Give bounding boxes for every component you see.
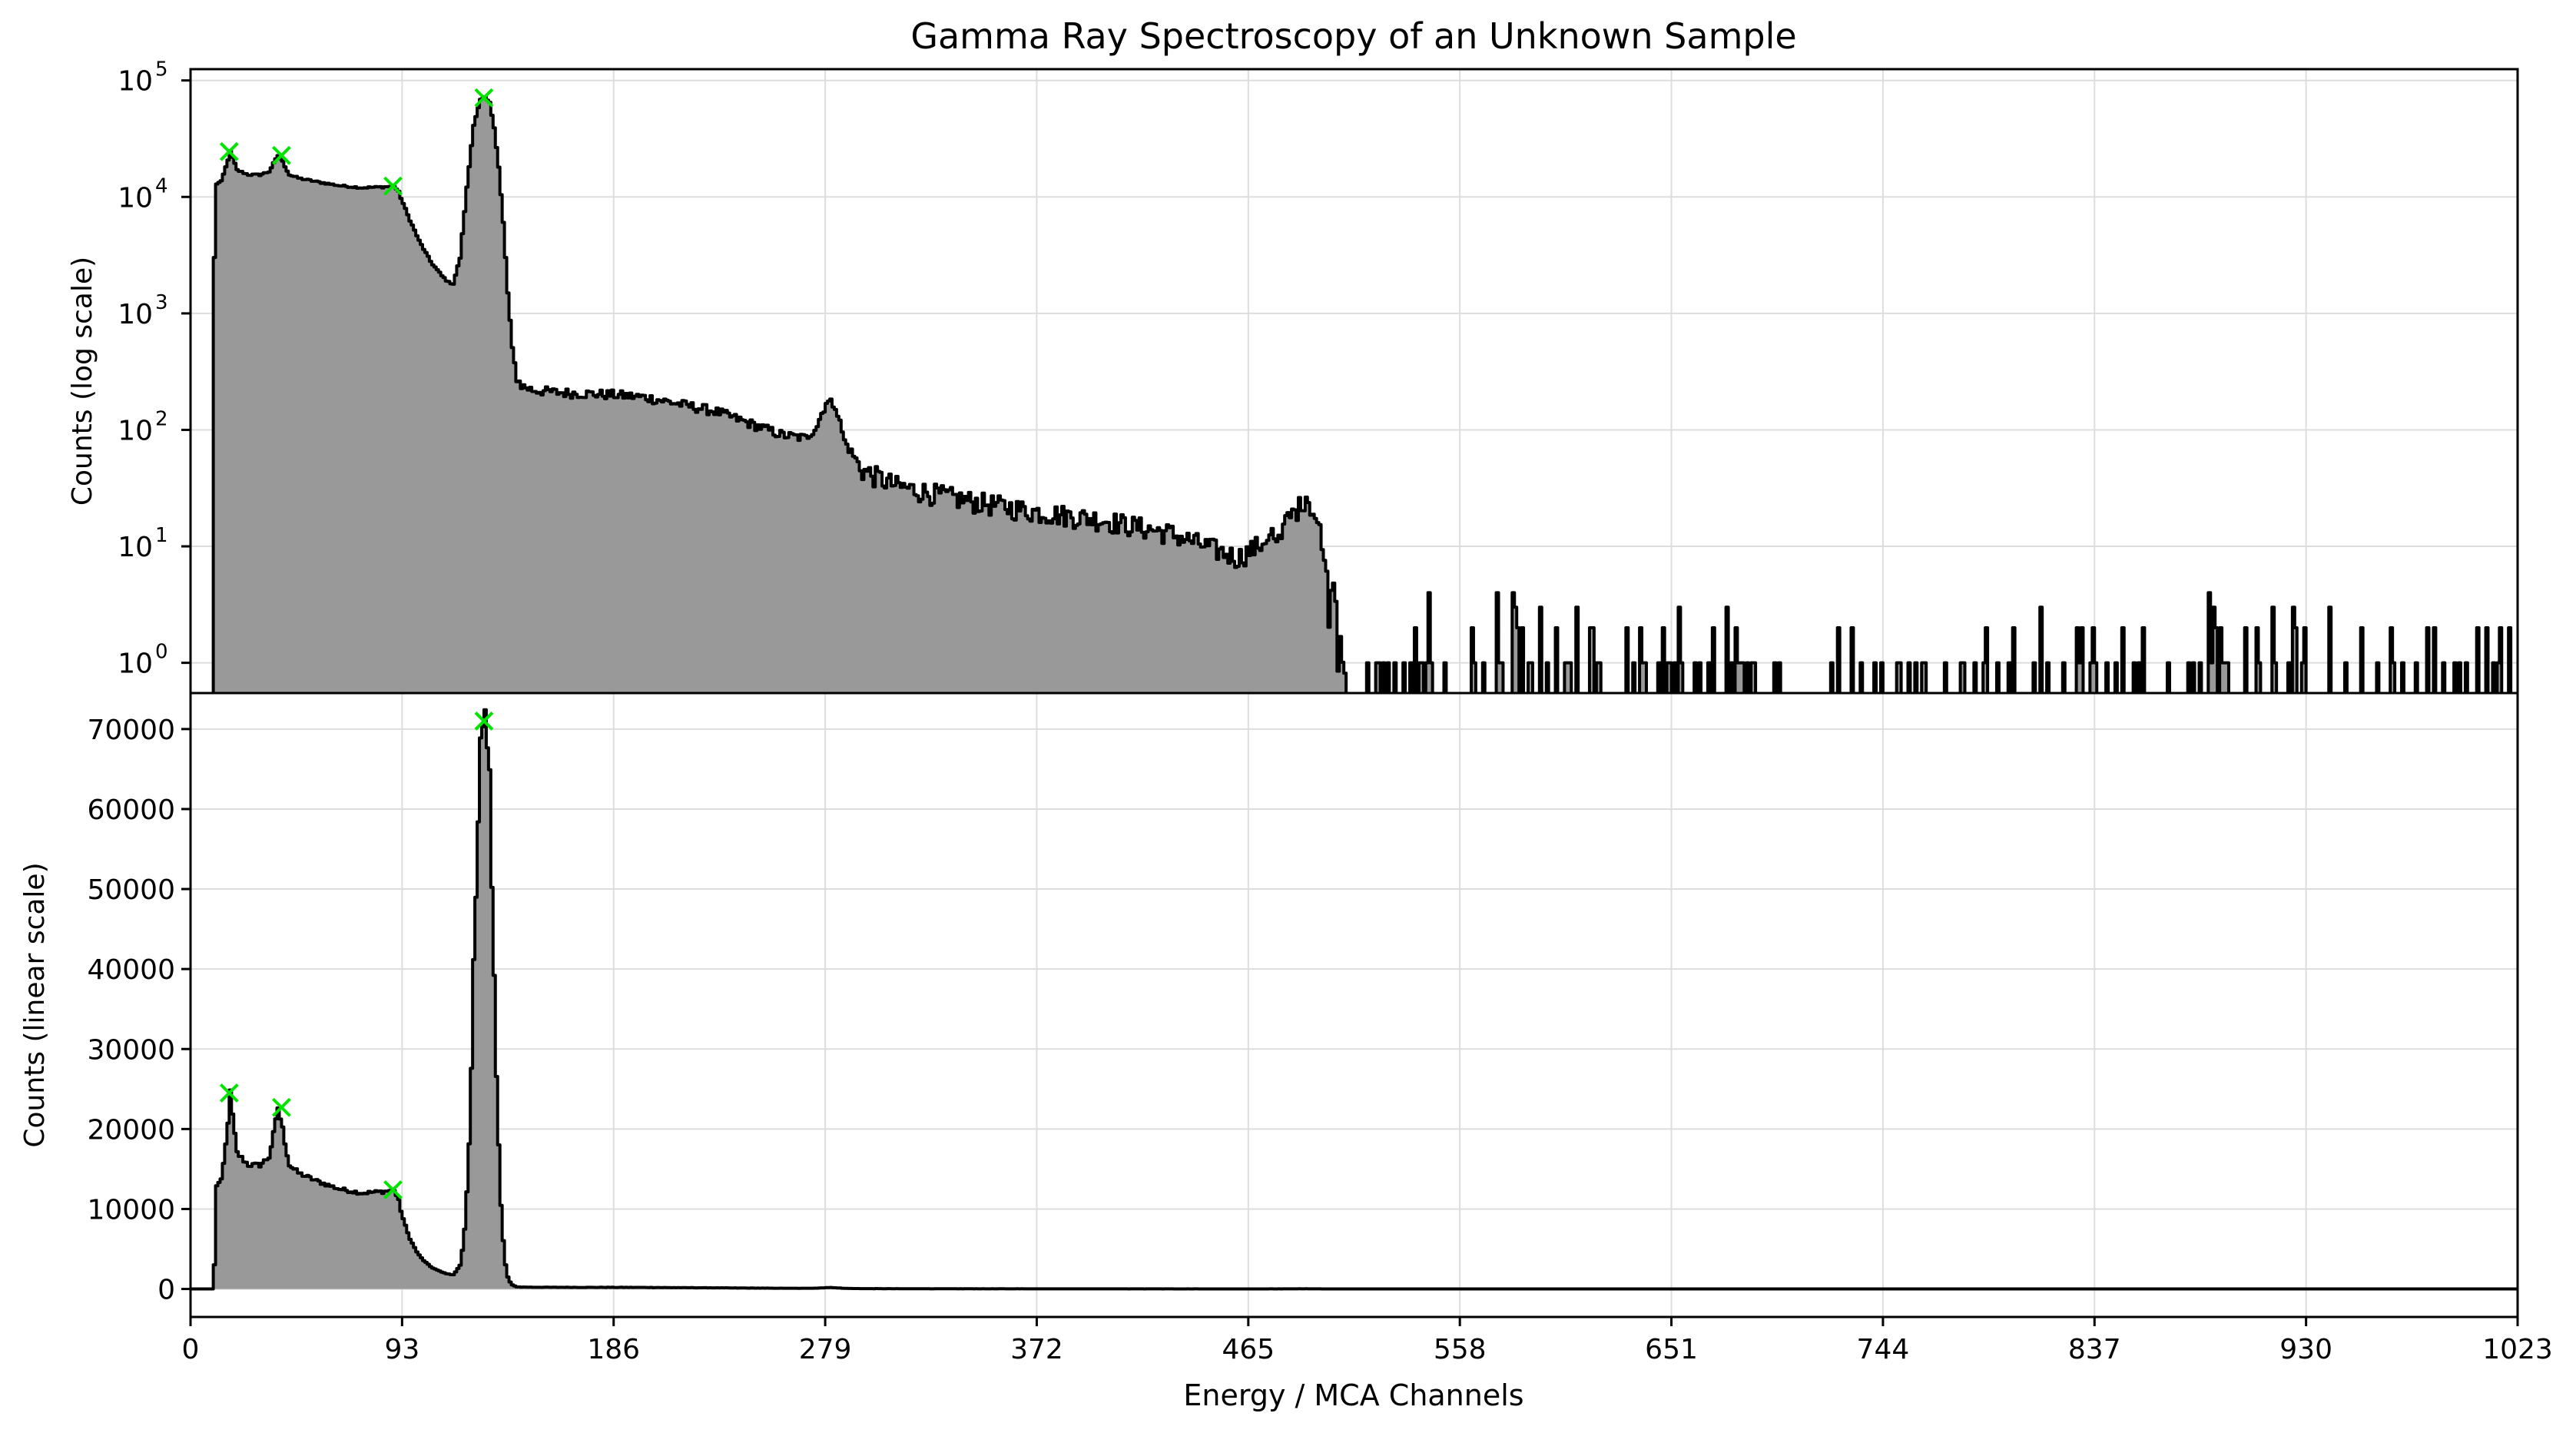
log-panel-y-axis-label: Counts (log scale) xyxy=(67,257,98,506)
log-y-tick-label: 10 xyxy=(118,648,153,680)
log-y-tick-exponent: 3 xyxy=(155,291,168,314)
linear-y-tick-label: 10000 xyxy=(87,1194,175,1226)
linear-y-tick-label: 20000 xyxy=(87,1114,175,1146)
log-spectrum-area xyxy=(191,96,2518,701)
peak-marker-stroke xyxy=(383,1180,403,1199)
peak-marker-stroke xyxy=(272,145,291,165)
log-y-tick-exponent: 2 xyxy=(155,407,168,430)
log-panel-plot-area xyxy=(191,95,2518,704)
peak-marker-stroke xyxy=(383,176,403,196)
x-tick-label: 93 xyxy=(384,1334,419,1365)
log-panel-grid xyxy=(190,69,2518,693)
linear-panel-y-ticks: 0 10000 20000 30000 40000 50000 60000 70000 xyxy=(87,715,191,1306)
linear-y-tick-label: 30000 xyxy=(87,1034,175,1066)
x-tick-label: 837 xyxy=(2068,1334,2121,1365)
log-panel-peak-markers xyxy=(219,88,494,196)
linear-peak-marker xyxy=(219,1083,239,1103)
log-spectrum-line xyxy=(191,95,2518,702)
log-peak-marker xyxy=(219,141,239,161)
linear-y-tick-label: 70000 xyxy=(87,715,175,746)
log-y-tick-label: 10 xyxy=(118,299,153,330)
peak-marker-stroke xyxy=(474,88,494,108)
log-y-tick-exponent: 4 xyxy=(155,174,168,197)
linear-y-tick-label: 50000 xyxy=(87,874,175,906)
log-y-tick-exponent: 1 xyxy=(155,524,168,547)
linear-panel-plot-area xyxy=(191,708,2518,1291)
log-y-tick-label: 10 xyxy=(118,66,153,98)
x-tick-label: 372 xyxy=(1010,1334,1063,1365)
log-peak-marker xyxy=(474,88,494,108)
log-peak-marker xyxy=(383,176,403,196)
log-y-tick-label: 10 xyxy=(118,415,153,446)
linear-spectrum-line xyxy=(191,708,2518,1291)
x-tick-label: 465 xyxy=(1222,1334,1275,1365)
linear-peak-marker xyxy=(474,712,494,731)
log-y-tick-label: 10 xyxy=(118,532,153,563)
x-tick-label: 279 xyxy=(799,1334,852,1365)
x-tick-label: 1023 xyxy=(2482,1334,2553,1365)
x-tick-label: 558 xyxy=(1434,1334,1487,1365)
linear-peak-marker xyxy=(383,1180,403,1199)
linear-y-tick-label: 0 xyxy=(157,1275,175,1306)
linear-panel-frame xyxy=(189,692,2519,1319)
x-axis-ticks: 0 93 186 279 372 465 558 651 744 837 930 1023 xyxy=(182,1317,2553,1365)
log-y-tick-exponent: 0 xyxy=(155,641,168,664)
x-tick-label: 186 xyxy=(587,1334,640,1365)
x-tick-label: 930 xyxy=(2279,1334,2332,1365)
linear-panel-peak-markers xyxy=(219,712,494,1199)
x-tick-label: 744 xyxy=(1857,1334,1910,1365)
linear-panel: 0 10000 20000 30000 40000 50000 60000 70000 Cou… xyxy=(19,692,2519,1319)
log-y-tick-exponent: 5 xyxy=(155,58,168,81)
linear-y-tick-label: 60000 xyxy=(87,794,175,826)
log-peak-marker xyxy=(272,145,291,165)
log-panel-clip-cover xyxy=(191,693,2518,704)
x-axis-label: Energy / MCA Channels xyxy=(1183,1378,1523,1412)
log-y-tick-label: 10 xyxy=(118,182,153,214)
peak-marker-stroke xyxy=(219,1083,239,1103)
x-tick-label: 0 xyxy=(182,1334,200,1365)
linear-panel-y-axis-label: Counts (linear scale) xyxy=(19,862,51,1147)
chart-title: Gamma Ray Spectroscopy of an Unknown Sam… xyxy=(910,15,1796,57)
linear-y-tick-label: 40000 xyxy=(87,954,175,986)
x-tick-label: 651 xyxy=(1645,1334,1698,1365)
peak-marker-stroke xyxy=(474,712,494,731)
peak-marker-stroke xyxy=(272,1097,291,1117)
linear-peak-marker xyxy=(272,1097,291,1117)
peak-marker-stroke xyxy=(219,141,239,161)
